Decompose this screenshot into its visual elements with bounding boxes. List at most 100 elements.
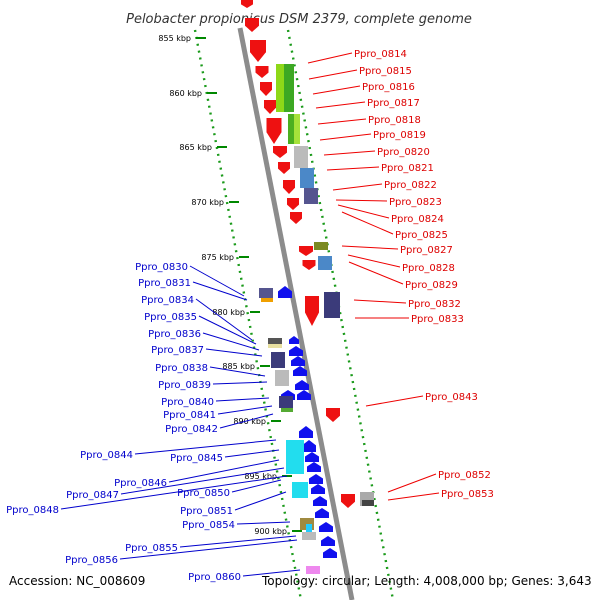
forward-gene-arrow: [250, 40, 266, 62]
reverse-gene-label: Ppro_0841: [163, 410, 216, 421]
reverse-gene-arrow: [293, 366, 307, 376]
reverse-leader-line: [242, 569, 301, 577]
kbp-tick-label: 880 kbp: [212, 308, 245, 317]
forward-leader-line: [312, 85, 361, 95]
gene-block-0822: [304, 188, 318, 204]
forward-leader-line: [308, 69, 358, 80]
reverse-leader-line: [119, 539, 298, 560]
forward-gene-arrow: [255, 66, 269, 78]
reverse-leader-line: [205, 348, 263, 357]
forward-gene-label: Ppro_0829: [405, 280, 458, 291]
forward-gene-label: Ppro_0824: [391, 214, 444, 225]
reverse-gene-arrow: [313, 496, 327, 506]
forward-gene-label: Ppro_0827: [400, 245, 453, 256]
gene-block-0835: [268, 344, 282, 348]
reverse-leader-line: [134, 439, 277, 455]
gene-block-0820: [294, 146, 308, 168]
forward-gene-arrow: [278, 162, 290, 174]
reverse-gene-label: Ppro_0860: [188, 572, 241, 583]
reverse-gene-arrow: [321, 536, 335, 546]
reverse-gene-arrow: [307, 462, 321, 472]
gene-block-0860: [306, 566, 320, 574]
reverse-leader-line: [236, 521, 291, 525]
forward-gene-label: Ppro_0814: [354, 49, 407, 60]
gene-block-0850: [292, 482, 308, 498]
forward-leader-line: [365, 395, 424, 407]
reverse-gene-arrow: [305, 452, 319, 462]
reverse-gene-arrow: [302, 440, 316, 452]
gene-block-0840: [279, 396, 293, 408]
gene-block-0816: [284, 64, 294, 112]
reverse-gene-arrow: [289, 336, 299, 344]
inner-dotted-ring: [193, 29, 303, 600]
gene-block-0821: [300, 168, 314, 188]
forward-gene-arrow: [283, 180, 295, 194]
reverse-gene-label: Ppro_0855: [125, 543, 178, 554]
reverse-gene-arrow: [289, 346, 303, 356]
reverse-gene-label: Ppro_0850: [177, 488, 230, 499]
forward-gene-label: Ppro_0822: [384, 180, 437, 191]
gene-block-0830: [259, 288, 273, 298]
reverse-gene-arrow: [319, 522, 333, 532]
reverse-leader-line: [219, 413, 274, 429]
reverse-leader-line: [192, 281, 248, 301]
reverse-gene-arrow: [323, 548, 337, 558]
reverse-leader-line: [120, 467, 285, 495]
reverse-leader-line: [212, 381, 268, 385]
forward-leader-line: [341, 245, 399, 250]
forward-leader-line: [317, 118, 367, 125]
forward-gene-arrow: [266, 118, 282, 144]
forward-gene-label: Ppro_0853: [441, 489, 494, 500]
forward-gene-arrow: [299, 246, 313, 256]
reverse-gene-label: Ppro_0851: [180, 506, 233, 517]
reverse-leader-line: [217, 405, 273, 415]
forward-leader-line: [337, 204, 390, 219]
forward-gene-arrow: [241, 0, 253, 8]
label-leader-lines: [60, 52, 440, 577]
reverse-gene-label: Ppro_0845: [170, 453, 223, 464]
reverse-gene-label: Ppro_0839: [158, 380, 211, 391]
gene-block-0834: [268, 338, 282, 344]
forward-gene-arrow: [326, 408, 340, 422]
gene-block-0856: [302, 532, 316, 540]
gene-block-0845: [286, 440, 304, 474]
forward-gene-arrow: [273, 146, 287, 158]
reverse-leader-line: [195, 298, 253, 341]
forward-gene-label: Ppro_0819: [373, 130, 426, 141]
gene-block-0855: [306, 524, 312, 532]
forward-gene-arrow: [302, 260, 316, 270]
reverse-leader-line: [234, 491, 287, 511]
reverse-gene-arrow: [278, 286, 292, 298]
forward-gene-label: Ppro_0816: [362, 82, 415, 93]
forward-gene-label: Ppro_0828: [402, 263, 455, 274]
reverse-gene-label: Ppro_0854: [182, 520, 235, 531]
forward-leader-line: [387, 473, 437, 493]
reverse-gene-label: Ppro_0846: [114, 478, 167, 489]
backbone-line: [237, 27, 355, 600]
forward-gene-label: Ppro_0823: [389, 197, 442, 208]
forward-gene-label: Ppro_0818: [368, 115, 421, 126]
forward-gene-label: Ppro_0832: [408, 299, 461, 310]
reverse-gene-arrow: [311, 484, 325, 494]
reverse-gene-label: Ppro_0847: [66, 490, 119, 501]
forward-gene-arrow: [287, 198, 299, 210]
forward-leader-line: [347, 254, 401, 268]
accession-text: Accession: NC_008609: [9, 574, 146, 588]
reverse-leader-line: [231, 479, 282, 493]
gene-labels: Ppro_0814 Ppro_0815 Ppro_0816 Ppro_0817 Ppro…: [6, 49, 494, 583]
reverse-gene-label: Ppro_0844: [80, 450, 133, 461]
forward-leader-line: [341, 211, 394, 235]
forward-gene-arrow: [341, 494, 355, 508]
reverse-gene-arrow: [291, 356, 305, 366]
reverse-gene-label: Ppro_0842: [165, 424, 218, 435]
forward-leader-line: [307, 52, 353, 64]
dotted-rings: [193, 29, 395, 600]
kbp-tick-label: 890 kbp: [233, 417, 266, 426]
forward-gene-label: Ppro_0825: [395, 230, 448, 241]
forward-gene-label: Ppro_0815: [359, 66, 412, 77]
kbp-tick-label: 855 kbp: [158, 34, 191, 43]
gene-block-0815: [276, 64, 284, 112]
forward-gene-label: Ppro_0833: [411, 314, 464, 325]
forward-leader-line: [319, 133, 372, 141]
reverse-leader-line: [198, 315, 257, 345]
